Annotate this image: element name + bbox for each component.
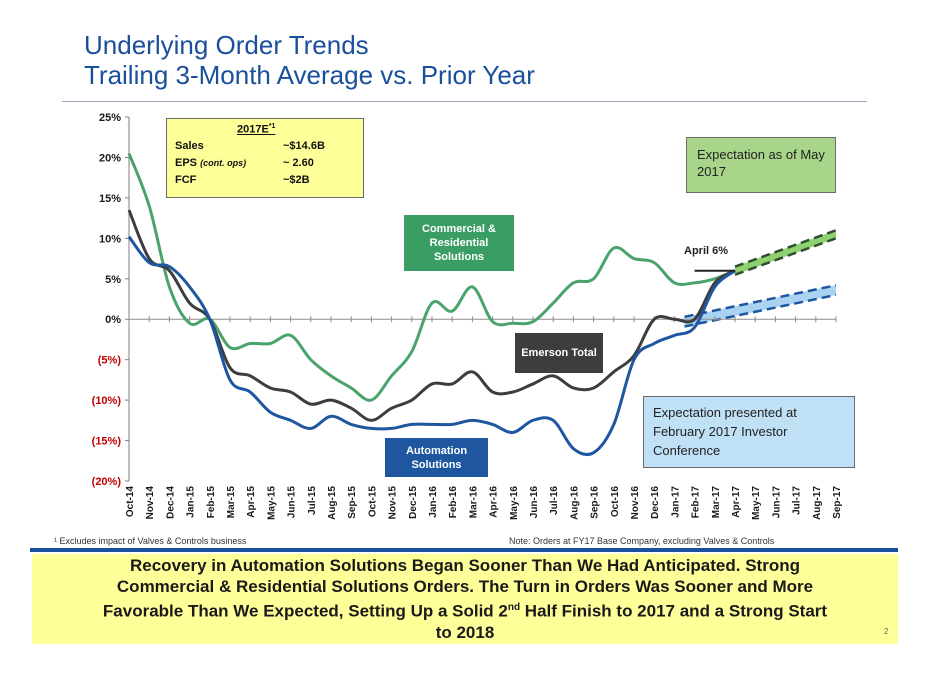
x-tick-label: Jan-15	[186, 486, 197, 518]
projection-band-fill	[684, 285, 836, 327]
x-tick-label: Nov-16	[630, 486, 641, 520]
x-tick-label: Jul-16	[549, 486, 560, 515]
y-tick-label: 20%	[99, 152, 121, 164]
guidance-row-eps: EPS (cont. ops) ~ 2.60	[175, 157, 355, 169]
projection-lower-bound	[734, 237, 837, 276]
x-tick-label: Apr-15	[246, 486, 257, 518]
guidance-value: ~$2B	[283, 174, 310, 186]
guidance-label: FCF	[175, 174, 197, 186]
x-tick-label: Aug-15	[327, 486, 338, 520]
x-tick-label: May-16	[509, 486, 520, 520]
x-tick-label: May-15	[266, 486, 277, 520]
guidance-header: 2017E*1	[237, 123, 276, 136]
guidance-label: Sales	[175, 140, 204, 152]
projection-bands	[684, 229, 837, 328]
y-tick-label: 10%	[99, 233, 121, 245]
x-tick-label: Apr-17	[731, 486, 742, 518]
footnote-left: ¹ Excludes impact of Valves & Controls b…	[54, 536, 247, 546]
summary-banner: Recovery in Automation Solutions Began S…	[32, 554, 898, 644]
commercial-series-line	[127, 152, 736, 402]
x-tick-label: Mar-17	[711, 486, 722, 519]
emerson-series-line	[127, 209, 736, 422]
x-tick-label: Jun-17	[771, 486, 782, 519]
y-tick-label: (10%)	[92, 395, 122, 407]
x-tick-label: Mar-16	[468, 486, 479, 519]
guidance-value: ~ 2.60	[283, 157, 314, 169]
automation-series-line	[127, 235, 736, 457]
y-tick-label: (15%)	[92, 436, 122, 448]
page-number: 2	[884, 627, 889, 636]
summary-text: Recovery in Automation Solutions Began S…	[102, 556, 828, 642]
guidance-row-fcf: FCF ~$2B	[175, 174, 355, 186]
x-tick-label: Feb-16	[448, 486, 459, 519]
emerson-series-label: Emerson Total	[515, 333, 603, 373]
series-lines	[127, 152, 736, 457]
y-tick-label: 15%	[99, 193, 121, 205]
x-tick-label: Mar-15	[226, 486, 237, 519]
april-label: April 6%	[684, 245, 729, 257]
projection-upper-bound	[734, 229, 837, 268]
x-tick-label: Oct-14	[125, 486, 136, 518]
x-tick-label: Oct-16	[610, 486, 621, 518]
order-trends-chart: 25% 20% 15% 10% 5% 0% (5%) (10%) (15%) (20%) Oct-…	[92, 112, 843, 520]
x-tick-label: Jun-15	[287, 486, 298, 519]
x-tick-label: Sep-17	[832, 486, 843, 519]
y-tick-label: 25%	[99, 112, 121, 124]
y-axis: 25% 20% 15% 10% 5% 0% (5%) (10%) (15%) (20%)	[92, 112, 130, 488]
projection-upper-bound	[684, 284, 837, 319]
page-title: Underlying Order Trends Trailing 3-Month…	[84, 30, 535, 90]
x-tick-label: Jun-16	[529, 486, 540, 519]
x-tick-label: Sep-15	[347, 486, 358, 519]
y-tick-label: 5%	[105, 274, 121, 286]
banner-divider	[30, 548, 898, 552]
x-tick-label: Aug-17	[812, 486, 823, 520]
x-tick-label: Nov-15	[388, 486, 399, 520]
y-tick-label: (5%)	[98, 355, 122, 367]
automation-series-label: Automation Solutions	[385, 438, 488, 477]
x-tick-label: Jan-17	[670, 486, 681, 518]
guidance-qualifier: (cont. ops)	[200, 158, 247, 168]
guidance-row-sales: Sales ~$14.6B	[175, 140, 355, 152]
x-tick-label: Dec-16	[650, 486, 661, 519]
x-tick-label: Jul-15	[307, 486, 318, 515]
y-tick-label: 0%	[105, 314, 121, 326]
x-tick-label: Sep-16	[590, 486, 601, 519]
title-line-1: Underlying Order Trends	[84, 30, 369, 60]
x-tick-label: Jul-17	[792, 486, 803, 515]
x-tick-label: Jan-16	[428, 486, 439, 518]
title-line-2: Trailing 3-Month Average vs. Prior Year	[84, 60, 535, 90]
x-tick-label: Apr-16	[489, 486, 500, 518]
footnote-right: Note: Orders at FY17 Base Company, exclu…	[509, 536, 775, 546]
x-tick-label: Aug-16	[569, 486, 580, 520]
x-tick-label: May-17	[751, 486, 762, 520]
x-tick-label: Feb-17	[691, 486, 702, 519]
x-axis: Oct-14 Nov-14 Dec-14 Jan-15 Feb-15 Mar-15 Apr-…	[125, 316, 843, 520]
projection-lower-bound	[684, 293, 837, 328]
projection-band-fill	[735, 230, 836, 275]
x-tick-label: Dec-14	[165, 486, 176, 519]
x-tick-label: Dec-15	[408, 486, 419, 519]
y-tick-label: (20%)	[92, 476, 122, 488]
x-tick-label: Feb-15	[206, 486, 217, 519]
x-tick-label: Nov-14	[145, 486, 156, 520]
commercial-series-label: Commercial & Residential Solutions	[404, 215, 514, 271]
x-tick-label: Oct-15	[367, 486, 378, 518]
expectation-feb-box: Expectation presented at February 2017 I…	[643, 396, 855, 468]
expectation-may-box: Expectation as of May 2017	[686, 137, 836, 193]
guidance-value: ~$14.6B	[283, 140, 325, 152]
guidance-label: EPS	[175, 157, 198, 169]
title-divider	[62, 101, 867, 102]
guidance-box: 2017E*1 Sales ~$14.6B EPS (cont. ops) ~ …	[166, 118, 364, 198]
